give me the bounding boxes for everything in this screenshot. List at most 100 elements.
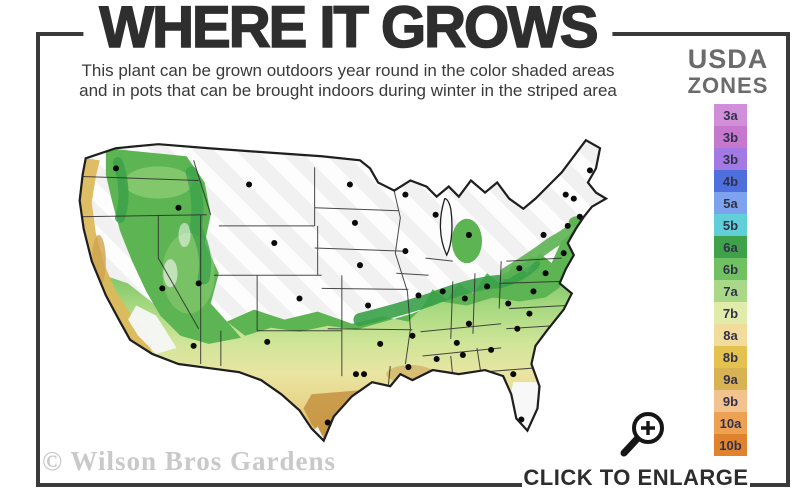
city-dot (117, 336, 125, 343)
city-dot (112, 165, 119, 172)
city-dot (159, 285, 166, 292)
city-dot (246, 181, 253, 188)
legend-chip-8b: 8b (714, 346, 747, 368)
city-dot (540, 231, 547, 238)
city-dot (433, 355, 440, 363)
legend-chip-10b: 10b (714, 434, 747, 456)
legend-chip-label: 9a (723, 371, 738, 387)
city-dot (365, 302, 372, 309)
us-zone-map[interactable] (30, 122, 690, 480)
city-dot (576, 213, 583, 220)
city-dot (488, 346, 495, 353)
legend-chip-label: 7a (723, 283, 738, 299)
magnifier-handle (620, 435, 641, 457)
city-dot (195, 280, 202, 287)
legend-chip-label: 5b (722, 217, 739, 233)
legend-chip-5b: 5b (714, 214, 747, 236)
city-dot (190, 342, 197, 349)
city-dot (530, 288, 537, 295)
city-dot (370, 398, 377, 405)
legend-chip-3b: 3b (714, 126, 747, 148)
legend-chip-10a: 10a (714, 412, 747, 434)
northeast-green-band (500, 218, 584, 280)
city-dot (453, 339, 460, 346)
legend-chip-label: 8b (722, 349, 739, 365)
city-dot (271, 239, 278, 247)
city-dot (542, 270, 549, 277)
city-dot (465, 320, 472, 327)
legend-chip-label: 6a (723, 239, 738, 255)
magnifier-plus (641, 421, 655, 435)
state-borders (79, 160, 567, 387)
city-dot (505, 300, 512, 307)
city-dot (402, 191, 409, 198)
legend-chip-4b: 4b (714, 170, 747, 192)
lake-michigan (439, 197, 453, 257)
legend-chip-7a: 7a (714, 280, 747, 302)
city-dot (405, 364, 412, 371)
city-dot (264, 338, 271, 345)
subtitle: This plant can be grown outdoors year ro… (38, 61, 658, 101)
legend-title: USDA ZONES (678, 46, 778, 97)
city-dot (516, 265, 523, 272)
eastern-washington-light-green (124, 166, 193, 199)
legend-chip-6a: 6a (714, 236, 747, 258)
city-dot (361, 371, 368, 378)
city-dot (459, 351, 466, 358)
city-dot (564, 222, 571, 229)
rockies-dark-green (185, 166, 212, 285)
city-dot (560, 250, 567, 257)
legend-chip-label: 3b (722, 151, 739, 167)
cascades-dark-green (112, 157, 129, 223)
city-dot (296, 295, 303, 302)
legend-chip-3a: 3a (714, 104, 747, 126)
legend-chip-3b: 3b (714, 148, 747, 170)
city-dot (377, 340, 384, 347)
lower-michigan-green (451, 218, 483, 264)
watermark: © Wilson Bros Gardens (42, 446, 336, 476)
legend-chip-label: 3a (723, 107, 738, 123)
legend-chip-label: 8a (723, 327, 738, 343)
city-dot (432, 211, 439, 218)
city-dot (175, 204, 182, 211)
city-dot (439, 288, 446, 295)
legend-chip-9b: 9b (714, 390, 747, 412)
legend-chip-label: 6b (722, 261, 739, 277)
legend-chip-label: 10b (719, 437, 742, 453)
legend-chip-label: 3b (722, 129, 739, 145)
city-dot (461, 295, 468, 302)
city-dot (514, 325, 521, 332)
page-title: WHERE IT GROWS (83, 0, 613, 58)
city-dot (586, 167, 593, 174)
city-dot (562, 191, 569, 198)
city-dot (98, 310, 105, 317)
subtitle-line-1: This plant can be grown outdoors year ro… (81, 61, 615, 80)
city-dot (324, 419, 331, 426)
legend-chip-label: 9b (722, 393, 739, 409)
legend-chip-label: 10a (719, 415, 742, 431)
city-dot (415, 292, 422, 299)
city-dot (352, 371, 359, 378)
legend-chip-5a: 5a (714, 192, 747, 214)
legend-chip-9a: 9a (714, 368, 747, 390)
city-dot (409, 332, 416, 339)
city-dot (346, 181, 353, 188)
city-dot (356, 262, 364, 269)
city-dot (484, 283, 491, 290)
click-to-enlarge-button[interactable]: CLICK TO ENLARGE (522, 463, 750, 493)
dark-green-band (353, 256, 541, 327)
magnifier-zoom-icon[interactable] (616, 408, 670, 464)
legend-chip-7b: 7b (714, 302, 747, 324)
subtitle-line-2: and in pots that can be brought indoors … (79, 81, 617, 100)
legend-chip-label: 5a (723, 195, 738, 211)
basin-white-patch-2 (178, 222, 191, 248)
legend-chip-list: 3a 3b 3b 4b 5a 5b 6a 6b 7a 7b 8a 8b 9a 9b 10a 10b (714, 104, 747, 456)
legend-title-zones: ZONES (687, 73, 769, 98)
city-dot (526, 310, 533, 317)
mojave-white-desert (128, 305, 177, 354)
city-dot (402, 248, 409, 255)
city-dot (510, 371, 517, 378)
usda-zones-legend: USDA ZONES 3a 3b 3b 4b 5a 5b 6a 6b 7a 7b 8a 8b 9a 9b 1… (678, 46, 778, 456)
legend-chip-8a: 8a (714, 324, 747, 346)
